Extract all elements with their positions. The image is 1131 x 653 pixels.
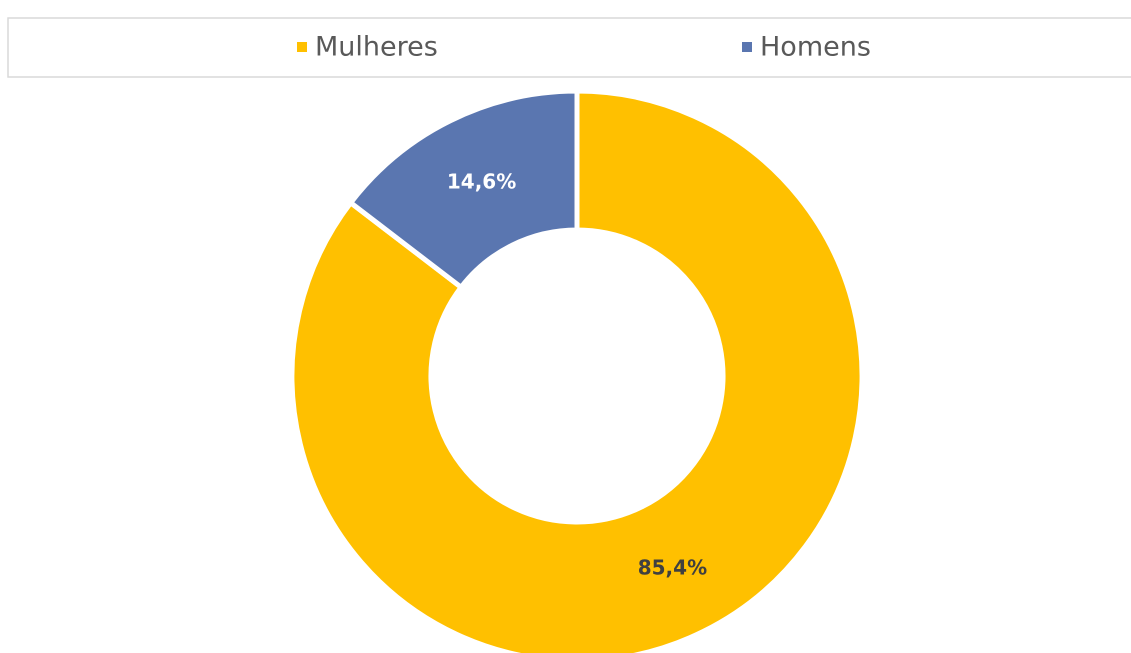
donut-slice (289, 88, 865, 653)
donut-slice (347, 88, 580, 291)
legend-box (7, 17, 1131, 78)
legend-label: Mulheres (315, 32, 438, 63)
data-label: 85,4% (638, 556, 707, 580)
legend-marker (742, 42, 752, 52)
legend-label: Homens (760, 32, 871, 63)
legend-marker (297, 42, 307, 52)
data-label: 14,6% (447, 169, 516, 193)
